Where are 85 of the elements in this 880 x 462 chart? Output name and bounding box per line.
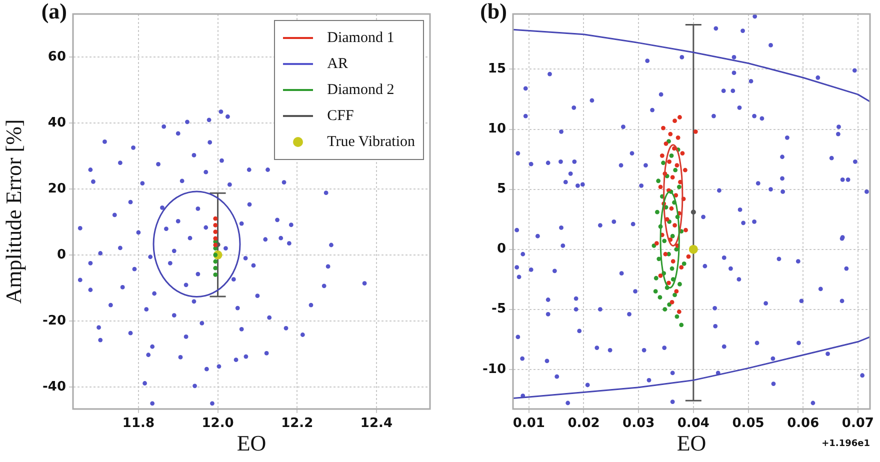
point [653,289,658,294]
point [684,228,688,232]
x-tick-label: 12.4 [360,416,392,432]
point [676,310,682,314]
point [672,118,677,124]
point [670,175,675,180]
x-tick-label: 0.03 [622,416,655,432]
x-tick-label: 0.04 [677,416,710,432]
point [666,280,671,286]
y-tick-label: 0 [496,242,506,257]
point [652,244,656,248]
point [662,307,668,312]
point [663,252,668,256]
x-tick-label: 0.06 [787,416,820,432]
x-tick-label: 12.0 [202,416,234,432]
y-tick-label: 0 [56,247,66,262]
point [670,300,674,304]
y-tick-label: -40 [42,379,66,394]
point [658,295,662,300]
point [670,266,674,271]
point [670,234,675,238]
y-tick-label: -20 [42,313,66,328]
point [655,210,660,214]
point [682,168,688,172]
text: +1.196e1 [822,438,870,449]
point [661,126,666,130]
x-tick-label: 0.01 [512,416,545,432]
point [672,223,677,228]
point [673,168,678,172]
point [654,241,659,246]
x-tick-label: 0.07 [842,416,874,432]
point [661,160,666,166]
chart-title: (b) [480,0,507,24]
legend-label: CFF [327,108,354,124]
y-tick-label: 40 [48,115,66,130]
x-tick-label: 0.05 [732,416,764,432]
point [658,184,663,190]
point [679,322,684,328]
point [688,244,698,254]
point [656,178,661,184]
legend-label: Diamond 1 [327,30,394,46]
y-tick-label: -10 [482,362,506,377]
legend-label: True Vibration [327,134,415,150]
point [676,184,682,190]
point [674,314,680,319]
y-tick-label: 20 [48,181,66,196]
point [660,153,664,158]
y-tick-label: 60 [48,49,66,64]
point [664,141,668,146]
y-tick-label: 5 [496,182,506,197]
point [679,265,684,270]
point [670,259,676,264]
point [667,159,672,164]
point [676,135,680,140]
x-tick-label: 11.8 [122,416,154,432]
point [678,282,682,286]
x-tick-label: 12.2 [281,416,314,432]
x-tick-label: 0.02 [568,416,600,432]
legend-label: AR [327,56,348,72]
x-axis-title: EO [236,430,266,456]
point [674,289,679,294]
y-tick-label: 15 [488,62,506,77]
point [674,163,680,168]
point [682,262,686,266]
x-axis-title: EO [676,430,706,456]
y-tick-label: -5 [492,302,506,317]
point [656,256,662,262]
point [680,151,685,156]
point [690,210,696,215]
point [686,254,691,259]
point [672,292,677,298]
point [678,115,682,120]
point [662,238,667,244]
point [666,139,671,144]
y-axis-title: Amplitude Error [%] [0,119,26,304]
point [667,302,672,307]
point [669,153,674,158]
point [668,132,673,136]
point [693,129,698,134]
point [654,276,658,280]
y-tick-label: 10 [488,122,506,137]
chart-title: (a) [41,0,67,24]
legend-label: Diamond 2 [327,82,394,98]
point [669,206,674,211]
point [658,274,663,278]
